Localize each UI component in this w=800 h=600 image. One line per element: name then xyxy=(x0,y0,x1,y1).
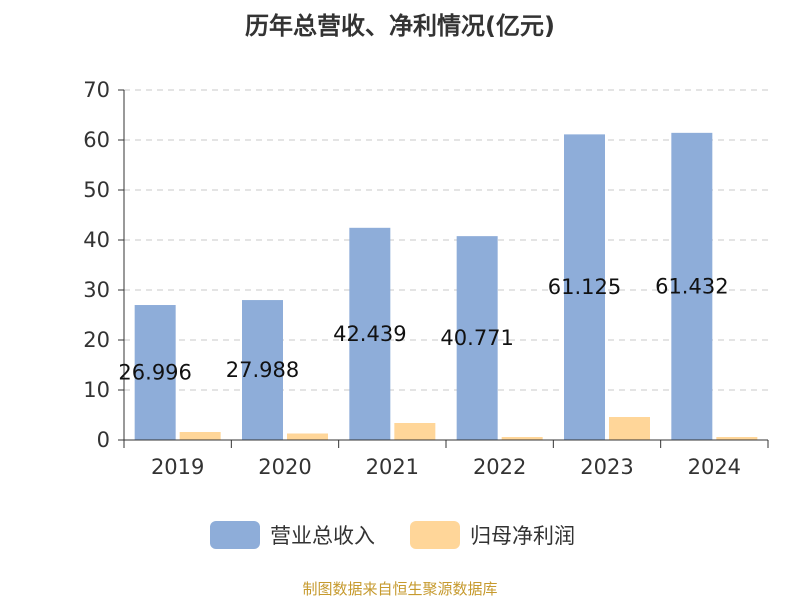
x-tick-label: 2021 xyxy=(366,455,419,479)
x-tick-label: 2024 xyxy=(688,455,741,479)
y-tick-label: 70 xyxy=(83,78,110,102)
y-tick-label: 50 xyxy=(83,178,110,202)
y-tick-label: 60 xyxy=(83,128,110,152)
x-tick-label: 2020 xyxy=(258,455,311,479)
axes: 0 10 20 30 40 50 60 70 2019 2020 2021 2022 2023 2024 xyxy=(83,78,769,479)
y-tick-label: 20 xyxy=(83,328,110,352)
bar-2021-series-1 xyxy=(349,227,391,440)
y-tick-label: 30 xyxy=(83,278,110,302)
y-tick-label: 0 xyxy=(97,428,110,452)
data-label: 40.771 xyxy=(440,326,513,350)
chart-title: 历年总营收、净利情况(亿元) xyxy=(245,12,555,40)
y-tick-label: 10 xyxy=(83,378,110,402)
data-labels: 26.996 27.988 42.439 40.771 61.125 61.432 xyxy=(118,274,728,384)
x-tick-label: 2023 xyxy=(580,455,633,479)
source-note: 制图数据来自恒生聚源数据库 xyxy=(302,580,497,598)
bar-2019-series-2 xyxy=(179,432,221,440)
legend-swatch xyxy=(210,521,260,549)
bar-2023-series-1 xyxy=(564,134,605,440)
legend-swatch xyxy=(410,521,460,549)
bar-2024-series-1 xyxy=(671,132,713,440)
bar-2020-series-2 xyxy=(287,433,328,440)
bar-2019-series-1 xyxy=(134,305,176,440)
legend-label: 营业总收入 xyxy=(270,524,375,548)
data-label: 26.996 xyxy=(118,361,191,385)
bar-2020-series-1 xyxy=(242,300,283,440)
bar-2023-series-2 xyxy=(609,417,650,440)
data-label: 61.432 xyxy=(655,274,728,298)
bar-2021-series-2 xyxy=(394,423,436,440)
legend-label: 归母净利润 xyxy=(470,524,575,548)
x-tick-label: 2019 xyxy=(151,455,204,479)
legend: 营业总收入 归母净利润 xyxy=(210,521,575,549)
x-tick-label: 2022 xyxy=(473,455,526,479)
y-tick-label: 40 xyxy=(83,228,110,252)
data-label: 27.988 xyxy=(226,358,299,382)
data-label: 42.439 xyxy=(333,322,406,346)
bar-2024-series-2 xyxy=(716,437,758,440)
data-label: 61.125 xyxy=(548,275,621,299)
bars xyxy=(134,132,758,440)
grid xyxy=(124,89,768,391)
bar-2022-series-2 xyxy=(501,437,543,440)
bar-2022-series-1 xyxy=(456,236,498,440)
